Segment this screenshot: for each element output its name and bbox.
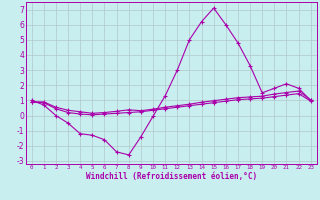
X-axis label: Windchill (Refroidissement éolien,°C): Windchill (Refroidissement éolien,°C): [86, 172, 257, 181]
